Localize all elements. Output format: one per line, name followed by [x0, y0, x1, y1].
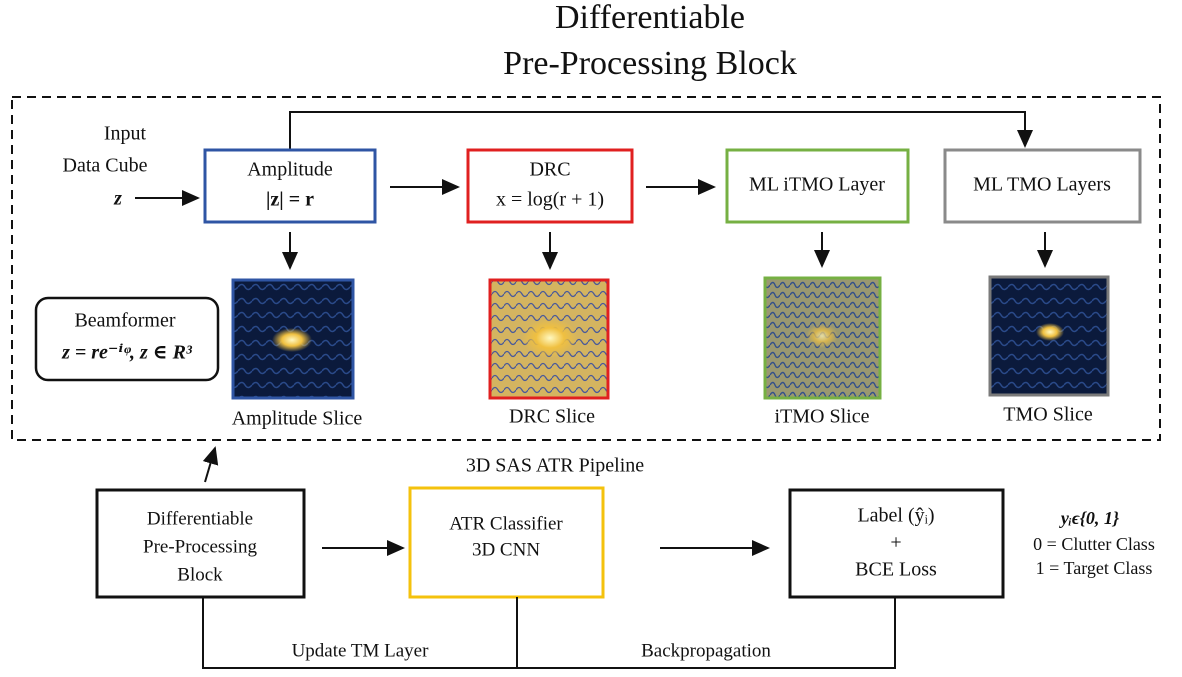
- class-legend: 0 = Clutter Class: [1033, 534, 1155, 554]
- pipeline-label: Label (ŷᵢ): [857, 505, 934, 527]
- pipeline-label: ATR Classifier: [449, 513, 563, 534]
- input-label: Data Cube: [63, 155, 148, 177]
- class-legend: 1 = Target Class: [1036, 558, 1153, 578]
- feedback-label: Backpropagation: [641, 640, 771, 661]
- diagram: Differentiable Pre-Processing Block Inpu…: [0, 0, 1182, 677]
- pipeline-label: +: [890, 532, 901, 554]
- slice-label: TMO Slice: [1003, 404, 1093, 426]
- slice-target: [1036, 323, 1064, 341]
- pipeline-label: Differentiable: [147, 508, 253, 529]
- skip-arrow: [290, 112, 1025, 150]
- slice-label: DRC Slice: [509, 406, 595, 428]
- title: Pre-Processing Block: [503, 45, 797, 82]
- block-formula: x = log(r + 1): [496, 189, 604, 211]
- pipeline-label: Pre-Processing: [143, 536, 257, 557]
- class-legend: yᵢϵ{0, 1}: [1059, 508, 1120, 528]
- slice-label: iTMO Slice: [775, 406, 870, 428]
- pipeline-label: BCE Loss: [855, 559, 937, 581]
- beamformer-formula: z = re⁻ⁱᵠ, z ∈ R³: [61, 342, 193, 364]
- block-label: ML TMO Layers: [973, 174, 1111, 196]
- arrow: [205, 448, 215, 482]
- pipeline-label: 3D CNN: [472, 539, 540, 560]
- beamformer-label: Beamformer: [74, 310, 175, 332]
- block-label: Amplitude: [247, 159, 333, 181]
- slice-label: Amplitude Slice: [232, 408, 363, 430]
- title: Differentiable: [555, 0, 745, 36]
- pipeline-title: 3D SAS ATR Pipeline: [466, 455, 644, 477]
- block-formula: |z| = r: [266, 189, 314, 211]
- input-label: z: [113, 188, 122, 210]
- slice-target: [522, 318, 578, 358]
- slice-target: [806, 324, 838, 348]
- feedback-label: Update TM Layer: [292, 640, 429, 661]
- input-label: Input: [104, 123, 147, 145]
- pipeline-label: Block: [177, 564, 223, 585]
- block-label: ML iTMO Layer: [749, 174, 885, 196]
- block-label: DRC: [529, 159, 570, 181]
- slice-target: [272, 328, 312, 352]
